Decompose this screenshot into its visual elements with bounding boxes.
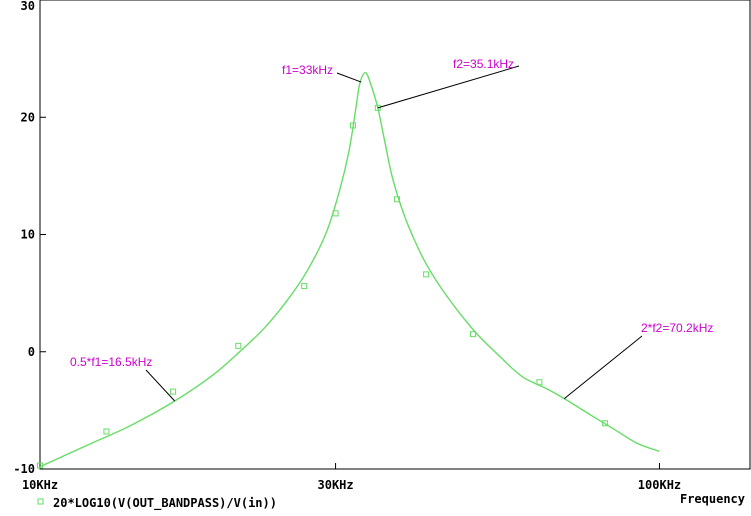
series-marker bbox=[170, 388, 177, 395]
annotation-label: 0.5*f1=16.5kHz bbox=[70, 355, 152, 369]
series-marker bbox=[332, 210, 339, 217]
legend-series-label: 20*LOG10(V(OUT_BANDPASS)/V(in)) bbox=[53, 496, 277, 511]
y-tick-label: 10 bbox=[21, 228, 35, 242]
series-markers bbox=[37, 104, 609, 469]
x-tick-label: 10KHz bbox=[22, 478, 58, 492]
series-marker bbox=[469, 331, 476, 338]
x-axis-label: Frequency bbox=[680, 492, 745, 506]
series-marker bbox=[374, 104, 381, 111]
plot-frame bbox=[39, 0, 751, 470]
series-marker bbox=[235, 342, 242, 349]
legend-marker bbox=[37, 498, 44, 505]
series-marker bbox=[37, 462, 43, 469]
y-axis: -10 0 10 20 30 bbox=[13, 0, 46, 476]
y-tick-label: 0 bbox=[28, 345, 35, 359]
x-tick-label: 30KHz bbox=[318, 478, 354, 492]
annotation-leader-line bbox=[377, 65, 520, 109]
y-tick-label: 20 bbox=[21, 110, 35, 124]
series-marker bbox=[423, 271, 430, 278]
annotations: f1=33kHz f2=35.1kHz 0.5*f1=16.5kHz 2*f2=70.… bbox=[70, 57, 713, 402]
annotation-leader-line bbox=[336, 72, 362, 83]
annotation-leader-line bbox=[145, 369, 176, 402]
annotation-label: f1=33kHz bbox=[282, 63, 333, 77]
series-marker bbox=[536, 379, 543, 386]
annotation-label: 2*f2=70.2kHz bbox=[641, 321, 713, 335]
x-axis: 10KHz 30KHz 100KHz bbox=[22, 463, 681, 492]
annotation-label: f2=35.1kHz bbox=[453, 57, 514, 71]
series-marker bbox=[103, 428, 110, 435]
annotation-leader-line bbox=[563, 335, 643, 400]
series-marker bbox=[394, 196, 401, 203]
series-marker bbox=[602, 420, 609, 427]
x-tick-label: 100KHz bbox=[638, 478, 681, 492]
y-tick-label: 30 bbox=[21, 0, 35, 13]
series-line bbox=[39, 71, 660, 468]
series-marker bbox=[349, 122, 356, 129]
y-tick-label: -10 bbox=[13, 462, 35, 476]
series-marker bbox=[301, 283, 308, 290]
